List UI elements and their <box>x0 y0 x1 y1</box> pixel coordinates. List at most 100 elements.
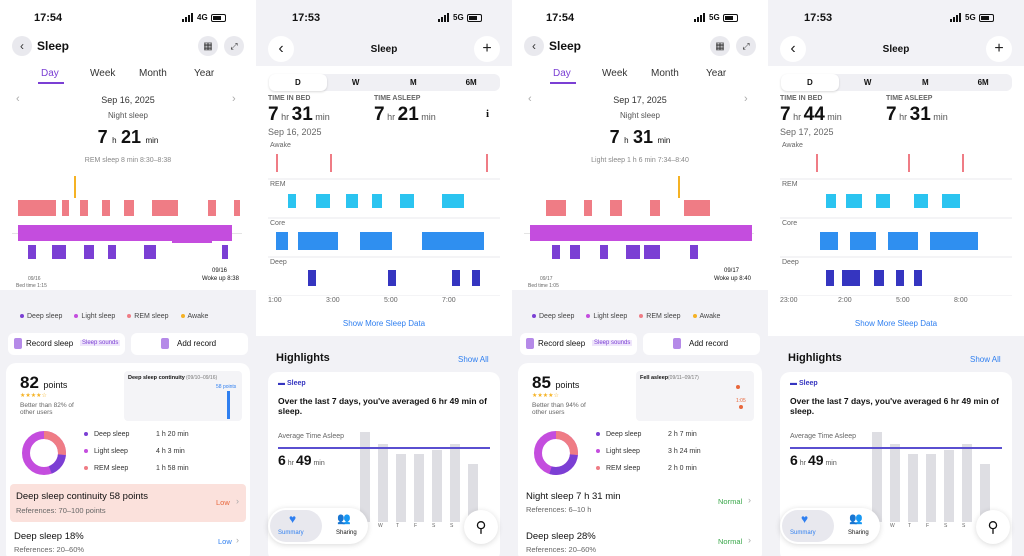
legend-awake: Awake <box>180 313 208 320</box>
expand-icon[interactable]: ⤢ <box>224 36 244 56</box>
tab-m[interactable]: M <box>922 78 929 87</box>
analysis-row[interactable]: Deep sleep 18% References: 20–60% Low › <box>10 527 246 556</box>
calendar-icon[interactable]: ▦ <box>710 36 730 56</box>
deep-block <box>842 270 860 286</box>
tab-summary[interactable]: Summary <box>790 530 816 536</box>
tab-week[interactable]: Week <box>602 68 628 79</box>
show-all-link[interactable]: Show All <box>458 355 489 364</box>
network-label: 5G <box>453 13 464 22</box>
total-duration: 7 h 31 min <box>512 127 768 148</box>
show-more-link[interactable]: Show More Sleep Data <box>854 319 938 328</box>
back-button[interactable]: ‹ <box>524 36 544 56</box>
sleep-sounds-badge[interactable]: Sleep sounds <box>592 340 633 346</box>
tick-label: 23:00 <box>780 297 798 304</box>
chevron-right-icon: › <box>236 496 239 506</box>
analysis-row[interactable]: Deep sleep continuity 58 points Referenc… <box>10 484 246 522</box>
wake-time: Woke up 8:40 <box>714 276 751 282</box>
show-all-link[interactable]: Show All <box>970 355 1001 364</box>
trend-mini-chart[interactable]: Fell asleep (09/11–09/17) 1:05 <box>636 371 754 421</box>
deep-block <box>570 245 580 259</box>
record-sleep-button[interactable]: Record sleep Sleep sounds <box>520 333 637 355</box>
rem-block <box>62 200 69 216</box>
deep-block <box>552 245 560 259</box>
tab-d[interactable]: D <box>269 74 327 91</box>
tab-d[interactable]: D <box>781 74 839 91</box>
tab-month[interactable]: Month <box>139 68 167 79</box>
search-button[interactable]: ⚲ <box>464 510 498 544</box>
tab-6m[interactable]: 6M <box>465 78 477 87</box>
back-button[interactable]: ‹ <box>12 36 32 56</box>
highlights-heading: Highlights <box>276 352 330 364</box>
mini-chart-point <box>736 385 740 389</box>
stage-label-rem: REM <box>270 181 286 188</box>
next-day-icon[interactable]: › <box>744 93 748 105</box>
tab-m[interactable]: M <box>410 78 417 87</box>
stat-deep: Deep sleep 2 h 7 min <box>596 431 746 448</box>
score: 85 points <box>532 373 579 393</box>
card-text: Over the last 7 days, you've averaged 6 … <box>790 396 999 416</box>
deep-block <box>826 270 834 286</box>
day-bar <box>414 454 424 522</box>
tab-sharing[interactable]: Sharing <box>848 530 869 536</box>
analysis-row[interactable]: Deep sleep 28% References: 20–60% Normal… <box>522 527 758 556</box>
tick-label: 5:00 <box>384 297 398 304</box>
tab-week[interactable]: Week <box>90 68 116 79</box>
search-button[interactable]: ⚲ <box>976 510 1010 544</box>
day-label: T <box>908 523 912 529</box>
tab-w[interactable]: W <box>351 78 360 87</box>
battery-icon <box>210 13 226 22</box>
score-card: 82 points ★★★★☆ Better than 82% of other… <box>6 363 250 556</box>
awake-mark <box>74 176 76 198</box>
mini-chart-point <box>739 405 743 409</box>
back-button[interactable]: ‹ <box>268 36 294 62</box>
heart-icon[interactable]: ♥ <box>801 512 809 526</box>
prev-day-icon[interactable]: ‹ <box>16 93 20 105</box>
next-day-icon[interactable]: › <box>232 93 236 105</box>
heart-icon[interactable]: ♥ <box>289 512 297 526</box>
people-icon[interactable]: 👥 <box>337 513 351 525</box>
signal-icon <box>694 13 706 22</box>
signal-icon <box>438 13 450 22</box>
tab-w[interactable]: W <box>863 78 872 87</box>
add-record-button[interactable]: Add record <box>643 333 760 355</box>
search-icon: ⚲ <box>987 519 999 536</box>
deep-block <box>308 270 316 286</box>
tab-day[interactable]: Day <box>41 68 59 79</box>
stat-light: Light sleep 3 h 24 min <box>596 448 746 465</box>
tab-day[interactable]: Day <box>553 68 571 79</box>
people-icon[interactable]: 👥 <box>849 513 863 525</box>
selected-segment-detail: REM sleep 8 min 8:30–8:38 <box>84 157 172 164</box>
sleep-sounds-badge[interactable]: Sleep sounds <box>80 340 121 346</box>
add-record-button[interactable]: Add record <box>131 333 248 355</box>
show-more-link[interactable]: Show More Sleep Data <box>342 319 426 328</box>
tab-month[interactable]: Month <box>651 68 679 79</box>
record-sleep-button[interactable]: Record sleep Sleep sounds <box>8 333 125 355</box>
awake-block <box>962 154 964 172</box>
add-button[interactable]: + <box>986 36 1012 62</box>
day-label: F <box>414 523 418 529</box>
add-record-label: Add record <box>689 339 729 348</box>
signal-icon <box>950 13 962 22</box>
date-label: Sep 16, 2025 <box>101 95 155 105</box>
minutes-value: 31 <box>633 127 654 147</box>
info-icon[interactable]: i <box>486 108 490 120</box>
rem-block <box>650 200 660 216</box>
core-block <box>820 232 838 250</box>
tab-summary[interactable]: Summary <box>278 530 304 536</box>
add-button[interactable]: + <box>474 36 500 62</box>
tab-6m[interactable]: 6M <box>977 78 989 87</box>
expand-icon[interactable]: ⤢ <box>736 36 756 56</box>
stage-stats: Deep sleep 1 h 20 min Light sleep 4 h 3 mi… <box>84 431 234 482</box>
avg-label: Average Time Asleep <box>278 433 345 440</box>
minutes-value: 21 <box>121 127 142 147</box>
date-label: Sep 17, 2025 <box>780 127 834 137</box>
analysis-row[interactable]: Night sleep 7 h 31 min References: 6–10 … <box>522 487 758 521</box>
tab-sharing[interactable]: Sharing <box>336 530 357 536</box>
mini-chart-value: 58 points <box>216 384 237 390</box>
tab-year[interactable]: Year <box>706 68 727 79</box>
trend-mini-chart[interactable]: Deep sleep continuity (09/10–09/16) 58 p… <box>124 371 242 421</box>
back-button[interactable]: ‹ <box>780 36 806 62</box>
tab-year[interactable]: Year <box>194 68 215 79</box>
calendar-icon[interactable]: ▦ <box>198 36 218 56</box>
prev-day-icon[interactable]: ‹ <box>528 93 532 105</box>
